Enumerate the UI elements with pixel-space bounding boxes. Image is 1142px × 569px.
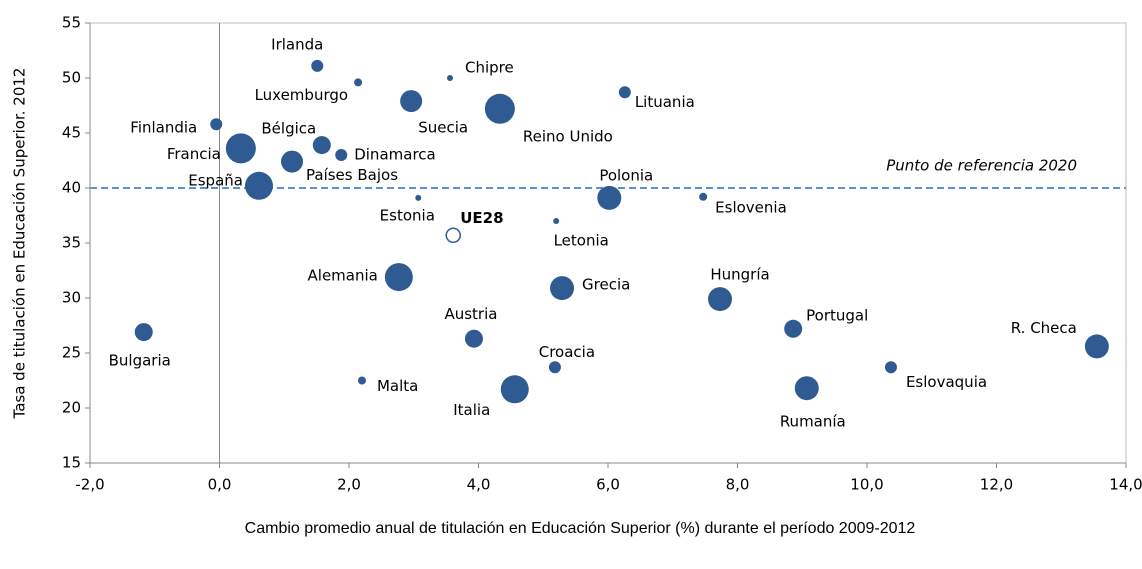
x-axis-title: Cambio promedio anual de titulación en E… [245, 520, 916, 537]
point-label: Irlanda [271, 35, 323, 53]
y-tick-label: 20 [62, 399, 81, 417]
bubble [884, 361, 897, 374]
bubble [464, 329, 483, 348]
point-label: Bulgaria [109, 352, 171, 370]
y-tick-label: 25 [62, 344, 81, 362]
point-label: Eslovaquia [906, 373, 987, 391]
bubble [281, 150, 304, 173]
bubble [484, 93, 515, 124]
bubble [553, 218, 560, 224]
bubble [311, 59, 324, 72]
point-label: Croacia [539, 343, 595, 361]
point-label: Chipre [465, 59, 514, 77]
point-label: Eslovenia [715, 198, 787, 216]
bubble [699, 192, 708, 201]
bubble [597, 185, 622, 210]
bubble [312, 136, 331, 155]
bubble [400, 90, 423, 113]
highlight-label: UE28 [460, 209, 503, 227]
y-tick-label: 30 [62, 289, 81, 307]
x-tick-label: 0,0 [208, 476, 232, 494]
bubble [244, 171, 273, 200]
y-tick-label: 50 [62, 69, 81, 87]
bubble [210, 118, 223, 131]
y-tick-label: 15 [62, 454, 81, 472]
point-label: Hungría [710, 266, 769, 284]
highlight-bubble [445, 227, 461, 244]
point-label: Estonia [380, 206, 435, 224]
bubble [134, 323, 153, 342]
bubble [384, 263, 413, 292]
x-tick-label: 2,0 [337, 476, 361, 494]
point-label: España [188, 171, 243, 189]
bubble [225, 133, 256, 164]
x-tick-label: 6,0 [596, 476, 620, 494]
point-label: Dinamarca [354, 146, 436, 164]
y-tick-label: 35 [62, 234, 81, 252]
bubble [415, 194, 422, 201]
point-label: Alemania [308, 267, 378, 285]
y-axis-title: Tasa de titulación en Educación Superior… [11, 68, 29, 420]
point-label: Países Bajos [306, 166, 398, 184]
bubble [447, 75, 454, 81]
x-tick-label: 4,0 [467, 476, 491, 494]
bubble [500, 375, 529, 404]
bubble [550, 276, 575, 301]
x-tick-label: 14,0 [1109, 476, 1142, 494]
point-label: Luxemburgo [255, 86, 349, 104]
x-tick-label: -2,0 [75, 476, 104, 494]
point-label: Suecia [418, 119, 468, 137]
x-tick-label: 12,0 [980, 476, 1013, 494]
reference-label: Punto de referencia 2020 [886, 157, 1077, 175]
bubble [548, 361, 561, 374]
y-tick-label: 40 [62, 179, 81, 197]
point-label: Polonia [599, 166, 653, 184]
bubble [708, 287, 733, 312]
bubble [794, 376, 819, 401]
y-tick-label: 45 [62, 124, 81, 142]
point-label: Reino Unido [523, 127, 613, 145]
bubble [335, 149, 348, 161]
point-label: Rumanía [780, 413, 846, 431]
x-tick-label: 10,0 [850, 476, 883, 494]
point-label: Francia [167, 145, 221, 163]
y-tick-label: 55 [62, 14, 81, 32]
point-label: Portugal [806, 306, 868, 324]
point-label: Lituania [635, 93, 695, 111]
point-label: Letonia [554, 232, 609, 250]
bubble [784, 319, 803, 338]
point-label: R. Checa [1011, 319, 1077, 337]
point-label: Malta [377, 377, 418, 395]
point-label: Grecia [582, 276, 630, 294]
point-label: Bélgica [261, 120, 316, 138]
bubble [1084, 334, 1109, 359]
point-label: Austria [444, 305, 497, 323]
point-label: Finlandia [130, 119, 197, 137]
bubble [618, 86, 631, 99]
bubble [357, 376, 366, 385]
point-label: Italia [453, 401, 490, 419]
bubble [354, 78, 363, 87]
x-tick-label: 8,0 [726, 476, 750, 494]
